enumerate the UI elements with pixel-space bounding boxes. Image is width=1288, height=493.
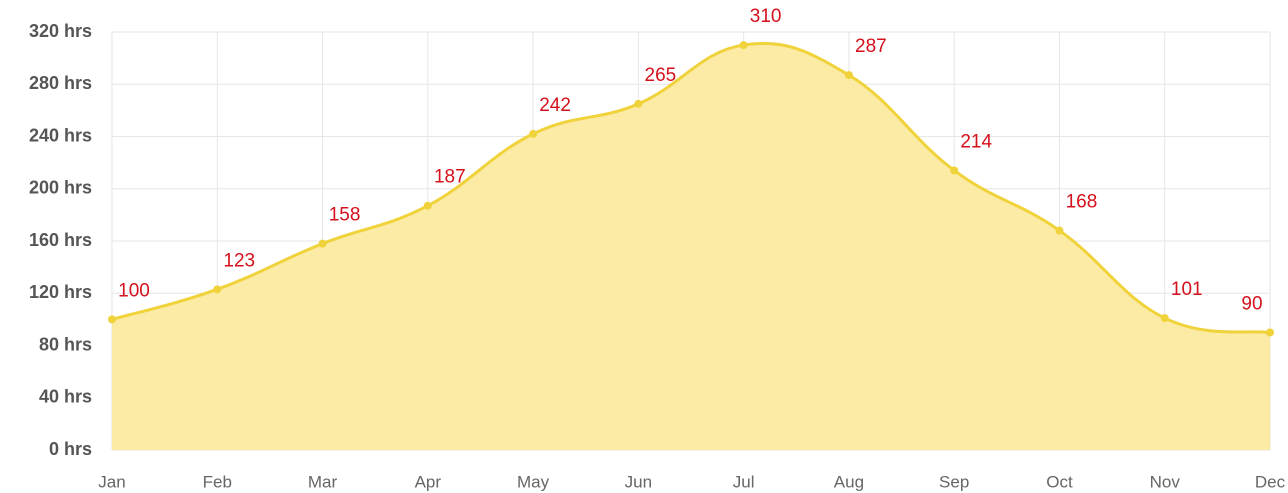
point bbox=[213, 285, 222, 294]
point bbox=[423, 201, 432, 210]
x-tick-label: Dec bbox=[1255, 472, 1286, 491]
point bbox=[1160, 314, 1169, 323]
y-tick-label: 160 hrs bbox=[29, 230, 92, 250]
area bbox=[112, 43, 1270, 450]
x-tick-label: Apr bbox=[415, 472, 442, 491]
x-tick-label: Nov bbox=[1150, 472, 1181, 491]
x-tick-label: Jun bbox=[625, 472, 652, 491]
y-tick-label: 240 hrs bbox=[29, 125, 92, 145]
y-tick-label: 280 hrs bbox=[29, 73, 92, 93]
y-tick-label: 80 hrs bbox=[39, 334, 92, 354]
data-label: 100 bbox=[118, 280, 150, 301]
y-tick-label: 40 hrs bbox=[39, 387, 92, 407]
data-label: 310 bbox=[750, 6, 782, 27]
point bbox=[1055, 226, 1064, 235]
data-label: 265 bbox=[645, 65, 677, 86]
data-label: 287 bbox=[855, 36, 887, 57]
y-tick-label: 0 hrs bbox=[49, 439, 92, 459]
y-tick-label: 120 hrs bbox=[29, 282, 92, 302]
point bbox=[950, 166, 959, 175]
point bbox=[634, 99, 643, 108]
x-tick-label: Aug bbox=[834, 472, 864, 491]
data-label: 242 bbox=[539, 95, 571, 116]
data-label: 168 bbox=[1066, 192, 1098, 213]
point bbox=[739, 41, 748, 50]
x-tick-label: Sep bbox=[939, 472, 969, 491]
point bbox=[108, 315, 116, 324]
x-tick-label: Jul bbox=[733, 472, 755, 491]
x-tick-label: Mar bbox=[308, 472, 338, 491]
x-tick-label: Oct bbox=[1046, 472, 1073, 491]
data-label: 187 bbox=[434, 167, 466, 188]
point bbox=[318, 239, 327, 248]
x-tick-label: May bbox=[517, 472, 550, 491]
x-tick-label: Feb bbox=[203, 472, 232, 491]
point bbox=[844, 71, 853, 80]
point bbox=[529, 129, 538, 138]
x-tick-label: Jan bbox=[98, 472, 125, 491]
point bbox=[1266, 328, 1274, 337]
data-label: 158 bbox=[329, 205, 361, 226]
y-tick-label: 200 hrs bbox=[29, 178, 92, 198]
data-label: 123 bbox=[223, 250, 255, 271]
data-label: 90 bbox=[1241, 293, 1262, 314]
data-label: 214 bbox=[960, 131, 992, 152]
y-tick-label: 320 hrs bbox=[29, 21, 92, 41]
data-label: 101 bbox=[1171, 279, 1203, 300]
